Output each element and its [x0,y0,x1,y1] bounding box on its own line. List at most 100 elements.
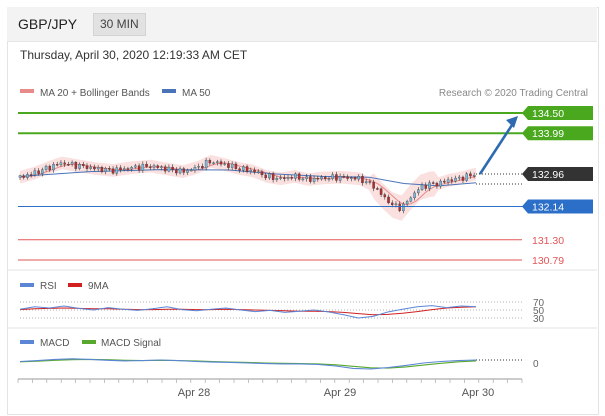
macd-panel: 0 [19,358,539,370]
timeframe-badge[interactable]: 30 MIN [93,13,146,36]
candle-body [417,189,420,194]
candle-body [156,165,159,168]
candle-body [361,176,364,184]
legend-swatch-ma50 [162,89,176,93]
candle-body [193,167,197,171]
x-tick-label: Apr 30 [462,387,494,399]
candle-body [316,177,320,180]
candle-body [230,163,234,168]
candle-body [409,197,413,202]
candle-body [227,163,230,168]
candle-body [290,177,293,179]
legend-label-macd: MACD [40,338,69,349]
candle-body [402,203,405,211]
price-level-label: 131.30 [532,235,564,247]
candle-body [271,173,275,180]
candle-body [204,160,208,169]
candle-body [420,184,424,190]
price-level-label: 130.79 [532,255,564,267]
candle-body [457,176,461,179]
candle-body [22,175,25,178]
rsi-line [19,305,477,319]
forecast-arrowhead [506,116,518,128]
rsi-tick-label: 50 [533,306,545,317]
candle-body [383,194,387,198]
candle-body [245,166,249,172]
candle-body [301,178,305,181]
candle-body [439,180,442,187]
candle-body [309,176,312,182]
candle-body [234,163,238,169]
candle-body [465,173,468,181]
candle-body [435,182,439,187]
candle-body [59,162,63,165]
candle-body [201,166,204,169]
legend-swatch-macd-signal [82,340,96,344]
candle-body [186,169,189,173]
candle-body [357,176,360,180]
candle-body [372,181,375,189]
candle-body [175,169,178,174]
candle-body [70,162,74,165]
candle-body [320,176,323,180]
candle-body [256,171,260,173]
candle-body [37,170,40,174]
rsi-ma-line [19,306,477,316]
chart-frame [7,7,599,415]
candle-body [398,203,401,211]
price-tag [522,126,593,141]
candle-body [305,176,308,180]
price-tag [522,167,593,182]
candle-body [82,164,85,167]
candle-body [469,173,472,177]
legend-swatch-macd [20,340,34,344]
candle-body [283,177,286,179]
candle-body [242,166,245,171]
candle-body [376,188,379,190]
chart-header: GBP/JPY 30 MIN [7,7,597,42]
candle-body [18,175,22,178]
macd-line [19,358,477,370]
candle-body [189,169,193,172]
candle-body [96,167,100,170]
x-tick-label: Apr 29 [324,387,356,399]
candle-body [346,176,349,179]
bollinger-band [20,155,476,221]
candle-body [171,166,174,170]
chart-credit: Research © 2020 Trading Central [439,88,588,99]
candle-body [379,188,383,195]
candles [18,157,476,214]
candle-body [268,173,271,179]
candle-body [55,164,59,166]
candle-body [126,168,130,170]
ma50-line [19,169,477,187]
candle-body [44,165,48,170]
candle-body [275,178,279,180]
price-tag [522,106,593,120]
candle-body [312,177,316,182]
candle-body [294,173,297,179]
macd-signal-line [19,358,477,369]
candle-body [182,168,186,173]
candle-body [115,167,119,174]
candle-body [286,177,290,179]
candle-body [390,202,394,205]
candle-body [260,171,264,176]
candle-body [29,174,33,176]
candle-body [368,181,372,183]
candle-body [100,167,104,172]
candle-body [74,162,78,169]
candle-body [413,192,416,199]
candle-body [297,173,301,180]
candle-body [238,168,241,171]
candle-body [223,163,226,165]
candle-body [149,166,152,168]
candle-body [454,177,457,182]
x-axis: Apr 28 Apr 29 Apr 30 [17,378,523,399]
candle-body [145,163,148,167]
candle-body [327,178,331,180]
candle-body [443,180,446,183]
candle-body [253,169,256,173]
candle-body [167,166,171,172]
legend-label-ma20: MA 20 + Bollinger Bands [40,88,150,99]
